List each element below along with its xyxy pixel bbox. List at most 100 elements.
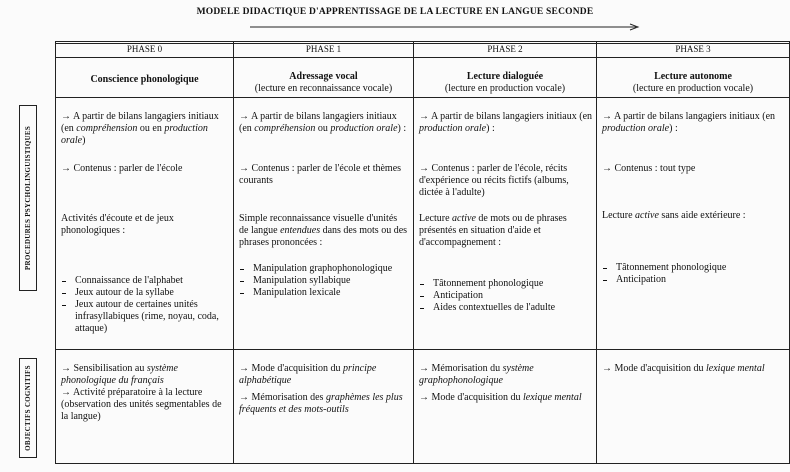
column-subtitle: (lecture en production vocale) [632,83,754,94]
text-block: Tâtonnement phonologique Anticipation [597,262,789,286]
column-header: Lecture dialoguée (lecture en production … [414,71,596,95]
list-item: Aides contextuelles de l'adulte [419,302,592,314]
h-rule [55,349,790,350]
text-block: → Contenus : parler de l'école, récits d… [414,163,596,199]
text-block: Simple reconnaissance visuelle d'unités … [234,213,413,249]
phase-label: PHASE 2 [487,44,523,54]
text-run: Lecture [419,213,453,224]
text-block: Connaissance de l'alphabet Jeux autour de… [56,275,233,335]
text-run: → Contenus : parler de l'école [61,163,183,174]
list-item: Anticipation [602,274,785,286]
text-run: → A partir de bilans langagiers initiaux… [419,111,593,122]
list-item: Jeux autour de la syllabe [61,287,229,299]
text-run: ) : [486,123,495,134]
text-run: ) [82,135,86,146]
list-item: Manipulation graphophonologique [239,263,409,275]
h-rule [55,463,790,464]
italic-run: production orale [419,123,487,134]
text-block: → A partir de bilans langagiers initiaux… [234,111,413,135]
text-run: → A partir de bilans langagiers initiaux… [239,111,397,134]
text-block: → Mode d'acquisition du lexique mental [597,363,789,375]
text-run: dans des mots ou des phrases prononcées … [239,225,408,248]
text-run: → Mode d'acquisition du [602,363,707,374]
bullet-list: Manipulation graphophonologique Manipulat… [239,263,409,299]
italic-run: graphèmes les plus fréquents et des mots… [239,392,403,415]
italic-run: lexique mental [706,363,765,374]
text-run: → Mémorisation du [419,363,503,374]
list-item: Jeux autour de certaines unités infrasyl… [61,299,229,335]
italic-run: production orale [602,123,670,134]
text-run: ou [315,123,331,134]
text-block: → Contenus : parler de l'école [56,163,233,175]
italic-run: compréhension [254,123,316,134]
h-rule [55,43,790,44]
column-subtitle: (lecture en production vocale) [444,83,566,94]
column-header: Lecture autonome (lecture en production v… [597,71,789,95]
phase-label: PHASE 3 [675,44,711,54]
column-title: Adressage vocal [289,71,358,82]
arrow-layer [250,23,640,31]
italic-run: compréhension [76,123,138,134]
text-block: → A partir de bilans langagiers initiaux… [56,111,233,147]
text-block: → Sensibilisation au système phonologiqu… [56,363,233,387]
bullet-list: Tâtonnement phonologique Anticipation [602,262,785,286]
italic-run: active [452,213,476,224]
h-rule [55,41,790,42]
text-run: de mots ou de phrases présentés en situa… [419,213,567,248]
italic-run: principe alphabétique [239,363,377,386]
v-rule [233,41,234,464]
phase-label: PHASE 1 [305,44,342,54]
text-block: Lecture active sans aide extérieure : [597,210,789,222]
text-block: → Activité préparatoire à la lecture (ob… [56,387,233,423]
text-run: → A partir de bilans langagiers initiaux… [61,111,219,134]
h-rule [55,57,790,58]
bullet-list: Connaissance de l'alphabet Jeux autour de… [61,275,229,335]
list-item: Tâtonnement phonologique [602,262,785,274]
italic-run: système graphophonologique [419,363,534,386]
text-run: → Mode d'acquisition du [239,363,344,374]
text-block: Activités d'écoute et de jeux phonologiq… [56,213,233,237]
row-label-box: PROCEDURES PSYCHOLINGUISTIQUES [19,105,37,291]
text-block: → Contenus : tout type [597,163,789,175]
text-run: Simple reconnaissance visuelle d'unités … [239,213,398,236]
text-run: → A partir de bilans langagiers initiaux… [602,111,776,122]
phase-label: PHASE 0 [126,44,163,54]
italic-run: entendues [280,225,321,236]
italic-run: lexique mental [523,392,582,403]
text-block: → Mémorisation des graphèmes les plus fr… [234,392,413,416]
arrow-head [629,23,640,31]
column-header: Conscience phonologique [56,74,233,86]
text-run: → Contenus : parler de l'école, récits d… [419,163,569,198]
text-block: → Mode d'acquisition du lexique mental [414,392,596,404]
italic-run: système phonologique du français [61,363,178,386]
list-item: Anticipation [419,290,592,302]
text-run: → Sensibilisation au [61,363,147,374]
text-block: → A partir de bilans langagiers initiaux… [414,111,596,135]
text-block: → A partir de bilans langagiers initiaux… [597,111,789,135]
text-run: → Activité préparatoire à la lecture (ob… [61,387,222,422]
text-block: Tâtonnement phonologique Anticipation Aide… [414,278,596,314]
title: MODELE DIDACTIQUE D'APPRENTISSAGE DE LA … [196,7,594,17]
text-block: → Mémorisation du système graphophonolog… [414,363,596,387]
column-title: Lecture dialoguée [466,71,544,82]
v-rule [413,41,414,464]
list-item: Manipulation lexicale [239,287,409,299]
text-run: ) : [669,123,678,134]
list-item: Connaissance de l'alphabet [61,275,229,287]
text-block: → Contenus : parler de l'école et thèmes… [234,163,413,187]
text-block: Lecture active de mots ou de phrases pré… [414,213,596,249]
row-label: OBJECTIFS COGNITIFS [24,365,32,451]
text-run: Lecture [602,210,636,221]
text-run: → Mode d'acquisition du [419,392,524,403]
bullet-list: Tâtonnement phonologique Anticipation Aide… [419,278,592,314]
column-title: Lecture autonome [654,71,732,82]
text-run: sans aide extérieure : [658,210,746,221]
text-run: Activités d'écoute et de jeux phonologiq… [61,213,174,236]
text-run: → Contenus : tout type [602,163,696,174]
row-label: PROCEDURES PSYCHOLINGUISTIQUES [24,125,32,271]
column-header: Adressage vocal (lecture en reconnaissanc… [234,71,413,95]
text-run: ou en [137,123,165,134]
column-subtitle: (lecture en reconnaissance vocale) [254,83,393,94]
italic-run: active [635,210,659,221]
